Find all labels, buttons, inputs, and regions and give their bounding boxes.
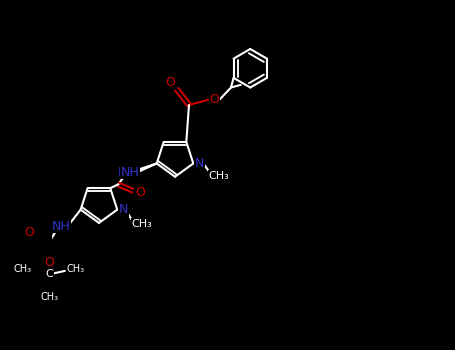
Text: NH: NH <box>52 219 71 233</box>
Text: O: O <box>44 256 54 269</box>
Text: NH: NH <box>121 166 139 179</box>
Text: N: N <box>119 203 128 216</box>
Text: O: O <box>24 226 34 239</box>
Text: CH₃: CH₃ <box>208 171 229 181</box>
Text: O: O <box>210 93 219 106</box>
Text: CH₃: CH₃ <box>40 292 58 302</box>
Text: N: N <box>195 157 204 170</box>
Text: CH₃: CH₃ <box>66 264 85 274</box>
Text: CH₃: CH₃ <box>131 219 152 229</box>
Text: C: C <box>45 270 53 279</box>
Text: O: O <box>166 76 175 90</box>
Text: NH: NH <box>117 166 136 179</box>
Text: O: O <box>135 186 145 199</box>
Text: CH₃: CH₃ <box>14 264 32 274</box>
